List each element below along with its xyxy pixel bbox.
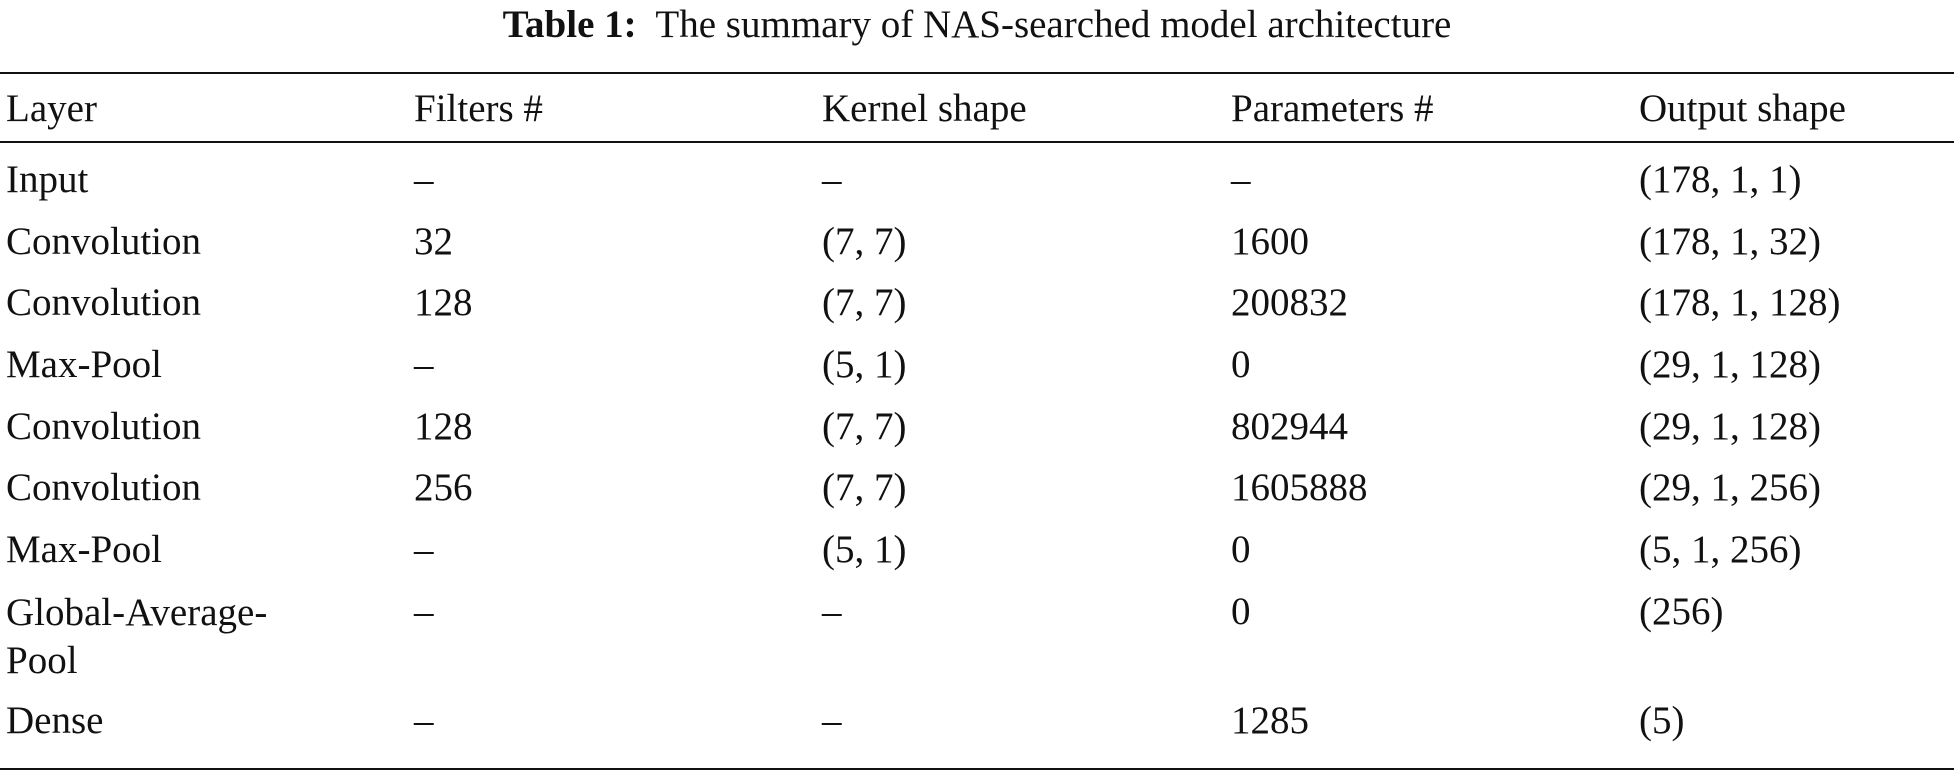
cell-filters: – (414, 343, 434, 387)
cell-filters: 32 (414, 219, 453, 263)
cell-filters: – (414, 158, 434, 201)
cell-layer: Convolution (6, 219, 202, 263)
cell-output-shape: (178, 1, 128) (1639, 281, 1841, 325)
cell-output-shape: (178, 1, 1) (1639, 158, 1802, 201)
caption-text: The summary of NAS-searched model archit… (655, 3, 1452, 46)
cell-parameters: 802944 (1231, 404, 1348, 448)
cell-parameters: – (1231, 158, 1251, 201)
cell-layer: Convolution (6, 281, 202, 325)
cell-layer: Convolution (6, 466, 202, 510)
cell-filters: 128 (414, 404, 473, 448)
cell-filters: – (414, 589, 434, 633)
table-header: Layer Filters # Kernel shape Parameters … (0, 84, 1954, 134)
cell-layer: Max-Pool (6, 343, 162, 387)
cell-output-shape: (5) (1639, 698, 1685, 742)
cell-layer: Input (6, 158, 89, 201)
table-row: Convolution 32 (7, 7) 1600 (178, 1, 32) (0, 219, 1954, 281)
table-row: Dense – – 1285 (5) (0, 698, 1954, 760)
table-caption: Table 1: The summary of NAS-searched mod… (0, 2, 1954, 48)
cell-filters: – (414, 698, 434, 742)
cell-kernel-shape: (5, 1) (822, 343, 907, 387)
header-layer: Layer (6, 87, 97, 130)
cell-kernel-shape: – (822, 698, 842, 742)
header-kernel-shape: Kernel shape (822, 87, 1027, 130)
header-filters: Filters # (414, 87, 543, 130)
table-row: Convolution 128 (7, 7) 802944 (29, 1, 12… (0, 404, 1954, 466)
cell-parameters: 1600 (1231, 219, 1309, 263)
header-row: Layer Filters # Kernel shape Parameters … (0, 84, 1954, 134)
caption-label: Table 1: (502, 3, 637, 46)
top-rule (0, 72, 1954, 74)
cell-parameters: 1605888 (1231, 466, 1368, 510)
table-row: Convolution 128 (7, 7) 200832 (178, 1, 1… (0, 280, 1954, 342)
cell-kernel-shape: – (822, 589, 842, 633)
cell-filters: 128 (414, 281, 473, 325)
header-parameters: Parameters # (1231, 87, 1434, 130)
table-row: Global-Average-Pool – – 0 (256) (0, 589, 1954, 698)
cell-kernel-shape: (7, 7) (822, 219, 907, 263)
cell-output-shape: (29, 1, 128) (1639, 404, 1821, 448)
header-output-shape: Output shape (1639, 87, 1846, 130)
table-row: Max-Pool – (5, 1) 0 (29, 1, 128) (0, 342, 1954, 404)
table-row: Convolution 256 (7, 7) 1605888 (29, 1, 2… (0, 465, 1954, 527)
cell-layer: Global-Average-Pool (0, 589, 408, 698)
cell-output-shape: (256) (1639, 589, 1724, 633)
cell-filters: – (414, 528, 434, 572)
cell-output-shape: (5, 1, 256) (1639, 528, 1802, 572)
table-row: Max-Pool – (5, 1) 0 (5, 1, 256) (0, 527, 1954, 589)
table-row: Input – – – (178, 1, 1) (0, 157, 1954, 219)
cell-layer-text: Global-Average-Pool (6, 590, 268, 682)
cell-parameters: 0 (1231, 343, 1251, 387)
bottom-rule (0, 768, 1954, 770)
cell-kernel-shape: (7, 7) (822, 281, 907, 325)
cell-output-shape: (178, 1, 32) (1639, 219, 1821, 263)
cell-layer: Convolution (6, 404, 202, 448)
cell-kernel-shape: (7, 7) (822, 404, 907, 448)
cell-output-shape: (29, 1, 128) (1639, 343, 1821, 387)
cell-layer: Dense (6, 698, 104, 742)
cell-parameters: 1285 (1231, 698, 1309, 742)
cell-kernel-shape: (5, 1) (822, 528, 907, 572)
cell-parameters: 0 (1231, 528, 1251, 572)
cell-filters: 256 (414, 466, 473, 510)
cell-kernel-shape: (7, 7) (822, 466, 907, 510)
cell-parameters: 0 (1231, 589, 1251, 633)
header-rule (0, 141, 1954, 143)
cell-layer: Max-Pool (6, 528, 162, 572)
cell-kernel-shape: – (822, 158, 842, 201)
cell-parameters: 200832 (1231, 281, 1348, 325)
table-body: Input – – – (178, 1, 1) Convolution 32 (… (0, 157, 1954, 760)
cell-output-shape: (29, 1, 256) (1639, 466, 1821, 510)
